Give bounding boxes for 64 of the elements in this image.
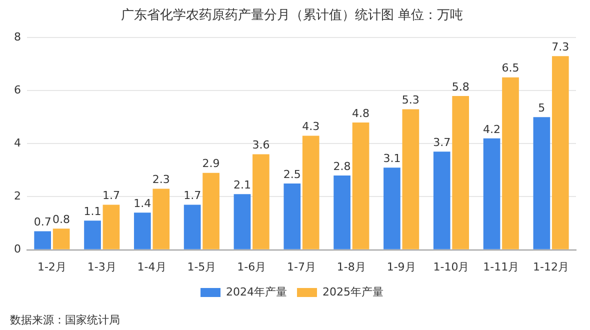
data-label: 0.8 <box>52 212 70 226</box>
x-tick-label: 1-6月 <box>237 260 266 274</box>
data-label: 1.7 <box>102 189 120 202</box>
data-label: 2.1 <box>233 178 251 192</box>
bar <box>433 152 450 250</box>
chart-title: 广东省化学农药原药产量分月（累计值）统计图 单位：万吨 <box>120 8 464 24</box>
bar <box>34 231 52 250</box>
data-label: 5 <box>538 102 546 115</box>
bar <box>384 168 400 250</box>
bar <box>284 183 301 250</box>
data-label: 5.8 <box>452 80 470 94</box>
bar <box>134 212 151 250</box>
data-label: 1.1 <box>84 204 102 218</box>
y-tick-label: 6 <box>14 84 21 97</box>
data-label: 6.5 <box>502 62 520 75</box>
x-tick-label: 1-10月 <box>433 260 470 274</box>
data-label: 3.6 <box>252 138 270 152</box>
bar <box>84 220 101 250</box>
data-label: 3.7 <box>433 136 451 150</box>
x-tick-label: 1-9月 <box>386 260 416 274</box>
data-label: 2.9 <box>202 157 220 170</box>
data-label: 1.4 <box>134 197 152 210</box>
data-label: 2.8 <box>333 160 351 173</box>
legend-label: 2024年产量 <box>226 285 288 298</box>
x-tick-label: 1-7月 <box>287 260 316 274</box>
data-label: 4.3 <box>302 120 320 134</box>
bar <box>52 228 70 250</box>
bar <box>184 204 201 250</box>
y-tick-label: 8 <box>14 30 21 44</box>
x-tick-label: 1-2月 <box>37 260 66 274</box>
bar <box>402 109 420 250</box>
legend-label: 2025年产量 <box>322 285 384 298</box>
bar <box>533 117 550 250</box>
x-tick-label: 1-8月 <box>336 260 366 274</box>
bar <box>252 154 270 250</box>
data-label: 4.2 <box>483 122 501 136</box>
bar <box>452 96 470 250</box>
y-tick-label: 0 <box>14 242 21 256</box>
x-tick-label: 1-12月 <box>533 260 570 274</box>
bar <box>352 122 370 250</box>
bar <box>234 194 251 250</box>
data-label: 0.7 <box>34 216 52 229</box>
bar <box>102 204 120 250</box>
bar <box>483 138 500 250</box>
x-tick-label: 1-5月 <box>187 260 216 274</box>
data-label: 2.3 <box>152 173 170 186</box>
bar <box>502 77 519 250</box>
data-label: 4.8 <box>352 106 370 120</box>
data-label: 2.5 <box>283 168 301 181</box>
bar <box>552 56 569 250</box>
x-tick-label: 1-4月 <box>137 260 166 274</box>
y-tick-label: 4 <box>14 136 21 150</box>
x-tick-label: 1-11月 <box>483 260 520 274</box>
bar <box>202 172 220 250</box>
data-label: 7.3 <box>552 40 570 54</box>
source-note: 数据来源：国家统计局 <box>10 313 120 326</box>
data-label: 1.7 <box>184 189 202 202</box>
y-tick-label: 2 <box>14 190 21 203</box>
data-label: 5.3 <box>402 94 420 107</box>
bar <box>302 136 320 250</box>
bar <box>334 176 350 250</box>
data-label: 3.1 <box>383 152 401 165</box>
x-tick-label: 1-3月 <box>87 260 116 274</box>
bar <box>152 188 170 250</box>
